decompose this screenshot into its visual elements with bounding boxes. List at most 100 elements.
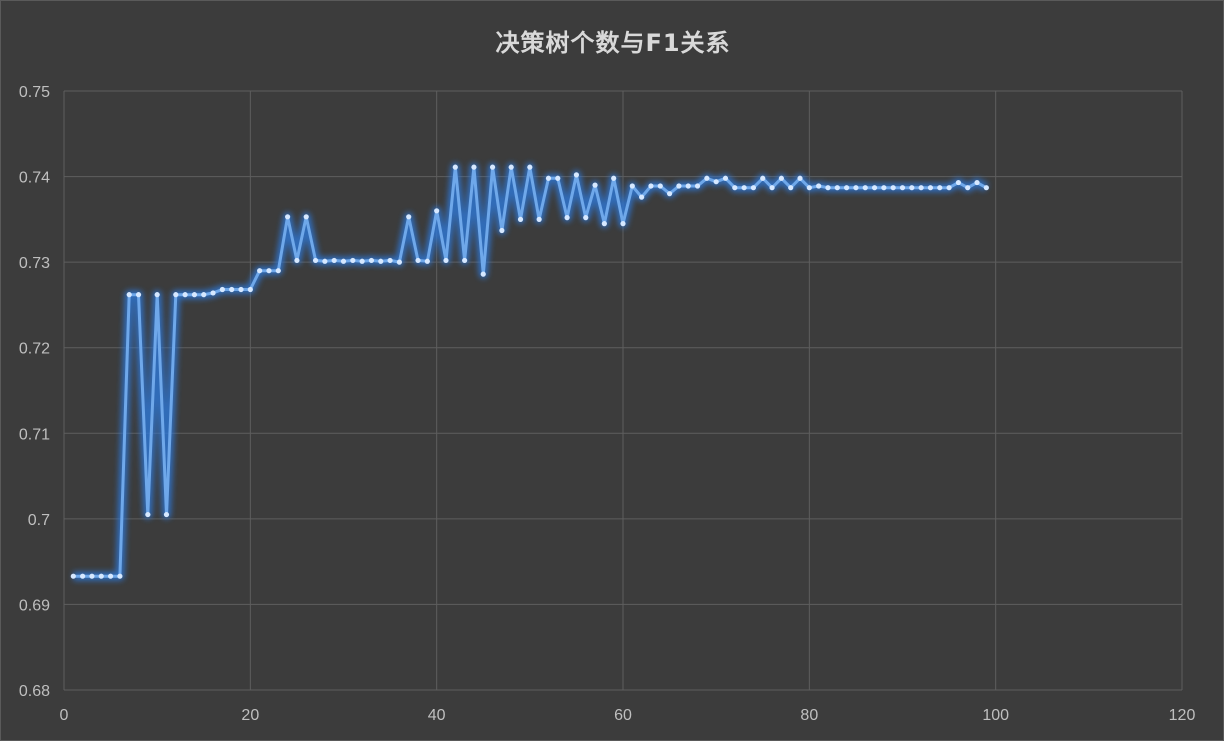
x-tick-label: 20 <box>241 707 259 724</box>
data-point <box>564 215 570 221</box>
data-point <box>434 208 440 214</box>
data-point <box>331 257 337 264</box>
data-point <box>238 286 244 293</box>
data-point <box>881 185 887 191</box>
data-point <box>899 185 906 191</box>
data-point <box>126 292 132 298</box>
x-tick-label: 120 <box>1169 707 1196 724</box>
data-point <box>489 164 496 170</box>
data-point <box>406 214 412 220</box>
data-point <box>154 292 160 298</box>
data-point <box>340 258 347 264</box>
data-point <box>555 175 561 181</box>
y-tick-label: 0.7 <box>28 512 50 529</box>
data-point <box>527 164 533 170</box>
data-point <box>145 511 151 518</box>
data-point <box>713 179 719 185</box>
data-point <box>368 257 375 264</box>
data-point <box>70 573 76 579</box>
data-point <box>937 185 943 191</box>
data-point <box>806 185 812 191</box>
data-point <box>611 175 617 181</box>
data-point <box>89 573 95 579</box>
data-point <box>257 268 263 274</box>
data-point <box>769 185 775 191</box>
data-point <box>303 214 309 220</box>
data-point <box>117 573 123 579</box>
data-point <box>452 164 458 170</box>
data-point <box>639 194 645 200</box>
x-tick-label: 40 <box>428 707 446 724</box>
data-point <box>797 175 803 181</box>
data-point <box>266 268 272 274</box>
data-point <box>285 214 291 220</box>
data-point <box>182 292 188 298</box>
data-point <box>387 257 393 264</box>
data-point <box>424 258 430 264</box>
data-point <box>378 258 384 264</box>
data-point <box>685 183 691 189</box>
y-tick-label: 0.75 <box>19 84 50 101</box>
data-point <box>844 185 850 191</box>
data-point <box>583 215 589 221</box>
x-tick-label: 100 <box>982 707 1009 724</box>
data-point <box>312 257 319 264</box>
data-point <box>107 573 114 579</box>
data-point <box>359 258 365 264</box>
data-point <box>201 292 207 298</box>
data-point <box>219 286 225 293</box>
data-point <box>955 179 962 186</box>
data-point <box>294 257 300 264</box>
data-point <box>247 286 253 293</box>
data-point <box>480 271 486 277</box>
data-point <box>80 573 86 579</box>
data-point <box>816 183 822 189</box>
data-point <box>871 185 878 191</box>
data-point <box>536 216 542 222</box>
data-point <box>788 185 794 191</box>
y-tick-label: 0.72 <box>19 341 50 358</box>
series-line <box>73 165 988 578</box>
data-point <box>666 191 673 197</box>
data-point <box>853 185 859 191</box>
data-point <box>825 185 831 191</box>
data-point <box>163 511 170 518</box>
y-tick-label: 0.69 <box>19 597 50 614</box>
data-point <box>229 286 235 293</box>
data-point <box>760 175 766 181</box>
data-point <box>275 268 281 274</box>
data-point <box>322 258 328 264</box>
data-point <box>694 183 701 189</box>
data-point <box>499 227 505 234</box>
x-tick-label: 0 <box>60 707 69 724</box>
chart-title: 决策树个数与F1关系 <box>495 29 731 57</box>
data-point <box>620 221 626 227</box>
y-tick-label: 0.68 <box>19 683 50 700</box>
data-point <box>750 185 757 191</box>
data-point <box>210 290 216 296</box>
data-point <box>443 257 449 264</box>
data-point <box>657 183 663 189</box>
data-point <box>983 185 989 191</box>
data-point <box>98 573 104 579</box>
data-point <box>704 175 710 181</box>
data-point <box>834 185 840 191</box>
data-point <box>350 257 356 264</box>
y-tick-label: 0.73 <box>19 255 50 272</box>
data-point <box>573 172 580 178</box>
data-point <box>741 185 747 191</box>
data-point <box>732 185 738 191</box>
data-point <box>909 185 915 191</box>
data-point <box>415 257 421 264</box>
data-point <box>508 164 514 170</box>
data-point <box>517 216 524 222</box>
data-point <box>191 292 198 298</box>
data-point <box>396 259 402 265</box>
data-point <box>173 292 179 298</box>
data-point <box>471 164 477 170</box>
data-point <box>545 175 552 181</box>
data-point <box>676 183 682 189</box>
data-point <box>918 185 924 191</box>
